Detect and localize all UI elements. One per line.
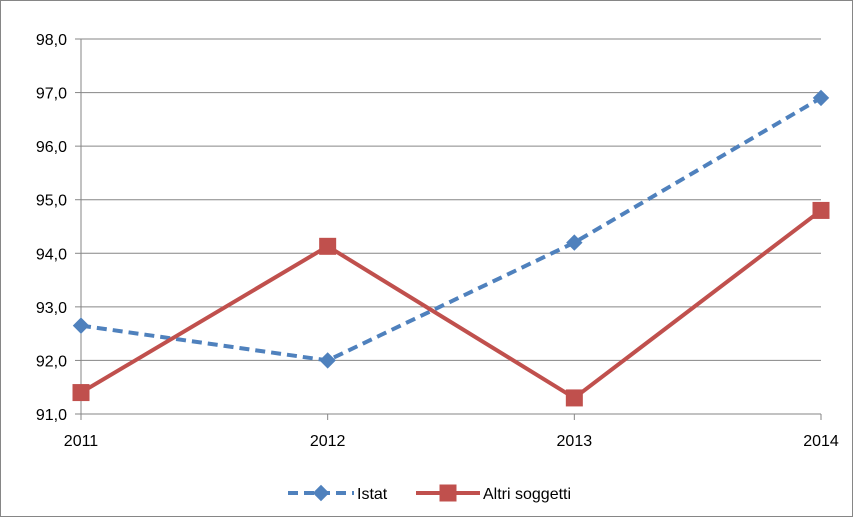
data-point [319,352,336,369]
series-altri-soggetti [72,201,830,407]
y-tick-label: 91,0 [36,407,67,424]
data-point [812,89,830,107]
y-tick-label: 93,0 [36,300,67,317]
y-tick-label: 98,0 [36,32,67,49]
legend-label: Istat [357,486,388,503]
series-line [80,96,823,363]
x-tick-label: 2014 [803,433,839,450]
y-tick-label: 96,0 [36,139,67,156]
data-point [319,237,337,255]
x-tick-label: 2011 [64,433,99,450]
data-point [72,384,90,402]
x-tick-label: 2013 [557,433,593,450]
legend-label: Altri soggetti [483,486,571,503]
y-tick-label: 94,0 [36,246,67,263]
data-point [812,201,830,219]
legend-item-istat: Istat [288,484,388,503]
legend-marker [312,484,330,502]
y-tick-label: 95,0 [36,193,67,210]
data-point [566,234,583,251]
series-layer [72,89,830,407]
data-point [565,389,583,407]
series-line [79,208,823,400]
y-tick-label: 92,0 [36,353,67,370]
legend-marker [439,484,457,502]
x-tick-label: 2012 [310,433,346,450]
data-point [72,317,90,334]
gridlines [81,38,821,361]
y-tick-label: 97,0 [36,86,67,103]
series-istat [72,89,830,369]
axes: 91,0 92,0 93,0 94,0 95,0 96,0 97,0 98,0 2011 2012… [36,32,839,450]
legend-item-altri-soggetti: Altri soggetti [416,484,571,503]
legend: Istat Altri soggetti [288,484,571,503]
